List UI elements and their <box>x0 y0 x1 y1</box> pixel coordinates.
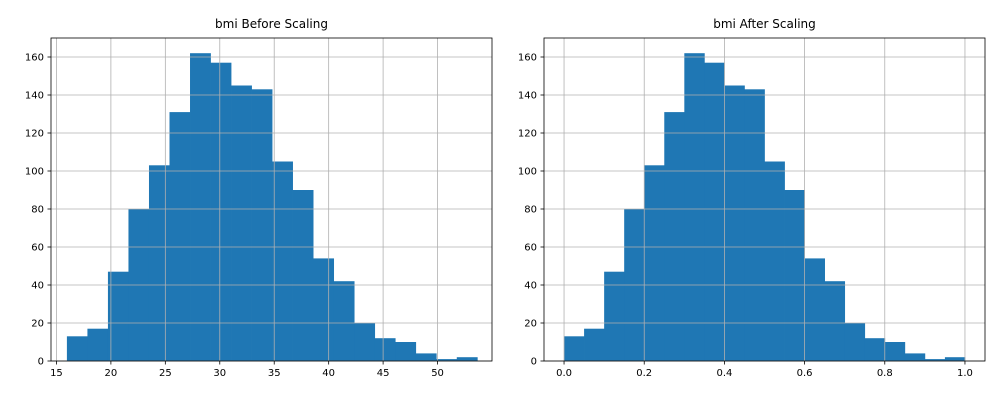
y-tick-label: 60 <box>31 243 44 254</box>
y-tick-label: 140 <box>518 91 537 102</box>
histogram-bar <box>272 161 293 361</box>
histogram-after-scaling: bmi After Scaling 0.0 0.2 0.4 0.6 0.8 1.0 0 20 4… <box>518 17 986 380</box>
x-tick-label: 30 <box>213 368 226 379</box>
y-tick-label: 100 <box>518 167 537 178</box>
histogram-bar <box>584 328 605 361</box>
y-tick-label: 40 <box>524 281 537 292</box>
histogram-bar <box>764 161 785 361</box>
histogram-bar <box>604 271 625 361</box>
y-tick-label: 20 <box>524 319 537 330</box>
histogram-bar <box>724 85 745 361</box>
histogram-before-scaling: bmi Before Scaling 15 20 25 30 35 40 45 50 0 20 40… <box>25 17 493 380</box>
x-tick-label: 1.0 <box>957 368 973 379</box>
histogram-bar <box>148 165 170 361</box>
histogram-bar <box>664 112 685 361</box>
histogram-bar <box>292 190 314 361</box>
y-tick-label: 40 <box>31 281 44 292</box>
x-tick-label: 0.8 <box>877 368 893 379</box>
x-tick-label: 25 <box>159 368 172 379</box>
axis-ticks: 15 20 25 30 35 40 45 50 0 20 40 60 80 100 120 140 160 <box>25 53 444 380</box>
y-tick-label: 100 <box>25 167 44 178</box>
x-tick-label: 0.4 <box>716 368 732 379</box>
y-tick-label: 160 <box>518 53 537 64</box>
y-tick-label: 80 <box>524 205 537 216</box>
x-tick-label: 15 <box>50 368 63 379</box>
y-tick-label: 0 <box>531 357 537 368</box>
histogram-bar <box>210 62 232 361</box>
histogram-bar <box>190 53 211 361</box>
x-tick-label: 0.2 <box>636 368 652 379</box>
histogram-bar <box>804 258 825 361</box>
bars <box>564 53 966 362</box>
x-tick-label: 20 <box>105 368 118 379</box>
y-tick-label: 120 <box>25 129 44 140</box>
y-tick-label: 120 <box>518 129 537 140</box>
axis-ticks: 0.0 0.2 0.4 0.6 0.8 1.0 0 20 40 60 80 100 120 140 160 <box>518 53 973 380</box>
histogram-bar <box>884 342 906 361</box>
histogram-bar <box>564 336 585 361</box>
histogram-bar <box>644 165 665 361</box>
histogram-bar <box>87 328 109 361</box>
histogram-bar <box>66 336 88 361</box>
y-tick-label: 20 <box>31 319 44 330</box>
histogram-bar <box>904 353 926 361</box>
x-tick-label: 45 <box>377 368 390 379</box>
y-tick-label: 160 <box>25 53 44 64</box>
histogram-bar <box>313 258 335 361</box>
histogram-bar <box>456 357 478 361</box>
histogram-bar <box>169 112 191 361</box>
histogram-bar <box>924 359 946 361</box>
histogram-bar <box>354 323 376 361</box>
histogram-bar <box>824 281 846 361</box>
y-tick-label: 0 <box>38 357 44 368</box>
x-tick-label: 50 <box>431 368 444 379</box>
chart-title: bmi Before Scaling <box>215 17 328 31</box>
histogram-bar <box>107 271 129 361</box>
histogram-bar <box>415 353 437 361</box>
histogram-bar <box>251 89 273 362</box>
grid <box>51 38 492 362</box>
y-tick-label: 140 <box>25 91 44 102</box>
plot-frame <box>50 37 493 362</box>
histogram-bar <box>684 53 705 361</box>
y-tick-label: 80 <box>31 205 44 216</box>
histogram-bar <box>864 338 886 361</box>
histogram-bar <box>744 89 765 362</box>
histogram-bar <box>374 338 396 361</box>
histogram-bar <box>395 342 417 361</box>
histogram-bar <box>231 85 252 361</box>
x-tick-label: 35 <box>268 368 281 379</box>
histogram-bar <box>333 281 355 361</box>
histogram-bar <box>704 62 725 361</box>
x-tick-label: 0.0 <box>556 368 572 379</box>
x-tick-label: 0.6 <box>797 368 813 379</box>
histogram-bar <box>784 190 805 361</box>
histogram-bar <box>436 359 458 361</box>
histogram-bar <box>944 357 966 361</box>
y-tick-label: 60 <box>524 243 537 254</box>
chart-title: bmi After Scaling <box>713 17 816 31</box>
plot-frame <box>543 37 986 362</box>
x-tick-label: 40 <box>322 368 335 379</box>
histogram-bar <box>844 323 866 361</box>
